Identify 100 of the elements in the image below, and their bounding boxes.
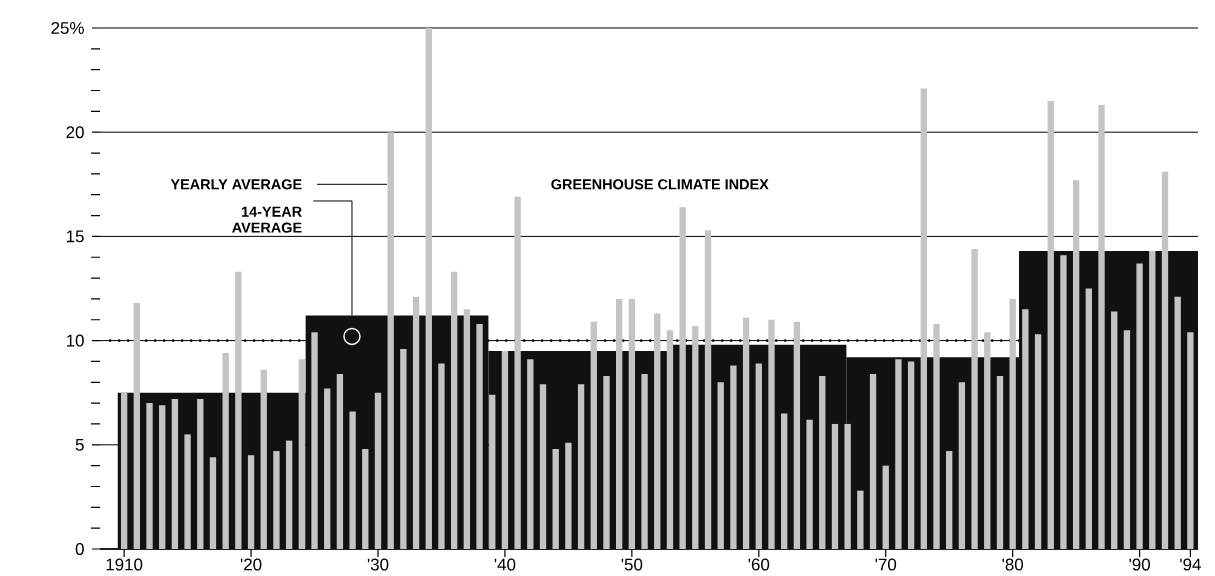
bar xyxy=(1187,332,1194,549)
bar xyxy=(844,423,851,549)
x-tick-label: '30 xyxy=(367,558,389,571)
bar xyxy=(209,457,217,549)
bar xyxy=(984,332,991,549)
y-tick-label: 20 xyxy=(66,126,84,139)
bar xyxy=(666,330,674,549)
bar xyxy=(1085,288,1092,549)
bar xyxy=(539,384,547,549)
bar xyxy=(692,326,699,549)
bar xyxy=(146,403,153,549)
bar xyxy=(412,296,420,549)
x-tick-label: '70 xyxy=(875,558,897,571)
bar xyxy=(425,27,432,549)
bar xyxy=(704,230,712,549)
bar xyxy=(819,376,826,549)
bar xyxy=(1136,263,1143,549)
bar xyxy=(501,351,509,549)
bar xyxy=(527,359,534,549)
bar xyxy=(197,398,204,549)
bar xyxy=(730,365,737,549)
bar xyxy=(1047,100,1054,549)
bar xyxy=(971,248,978,549)
bar xyxy=(679,207,686,549)
bar xyxy=(603,376,610,549)
bar xyxy=(285,440,293,549)
bar xyxy=(349,411,356,549)
bar xyxy=(781,413,788,549)
bar xyxy=(260,369,267,549)
bar xyxy=(1174,296,1181,549)
x-tick-label: 1910 xyxy=(106,558,143,571)
bar xyxy=(1072,180,1080,549)
bar xyxy=(590,321,597,549)
bar xyxy=(895,359,902,549)
bar xyxy=(857,490,864,549)
bar xyxy=(273,451,280,549)
bar xyxy=(933,323,940,549)
bar xyxy=(958,382,966,549)
x-tick-label: '50 xyxy=(621,558,643,571)
bar xyxy=(742,317,750,549)
bar xyxy=(311,332,318,549)
bar xyxy=(907,361,915,549)
bar xyxy=(1009,298,1016,549)
bar xyxy=(171,398,179,549)
bar xyxy=(476,323,483,549)
bar xyxy=(514,196,521,549)
bar xyxy=(133,303,140,549)
bar xyxy=(641,373,648,549)
text: 14-YEAR AVERAGE xyxy=(232,206,302,233)
bar xyxy=(336,373,344,549)
bar xyxy=(869,373,877,549)
bar xyxy=(362,448,369,549)
bar xyxy=(996,376,1004,549)
bar xyxy=(654,313,661,549)
bar xyxy=(1022,309,1029,549)
y-tick-label: 5 xyxy=(75,438,84,451)
x-tick-label: '60 xyxy=(748,558,770,571)
bar xyxy=(882,465,889,549)
bar xyxy=(120,392,128,549)
bar xyxy=(920,88,927,549)
bar xyxy=(755,363,762,549)
bar xyxy=(159,405,166,549)
bar xyxy=(222,353,229,549)
x-tick-label: '80 xyxy=(1002,558,1024,571)
bar xyxy=(387,132,394,549)
bar xyxy=(946,451,953,549)
y-tick-label: 15 xyxy=(66,230,84,243)
bar xyxy=(806,419,813,549)
bar xyxy=(577,384,585,549)
bar xyxy=(450,271,458,549)
bar xyxy=(489,394,496,549)
text: YEARLY AVERAGE xyxy=(170,179,302,190)
bar xyxy=(438,363,445,549)
bar xyxy=(1060,255,1067,549)
bar xyxy=(463,309,471,549)
text: GREENHOUSE CLIMATE INDEX xyxy=(551,179,769,190)
y-tick-label: 10 xyxy=(66,334,84,347)
bar xyxy=(1034,334,1042,549)
bar xyxy=(831,423,839,549)
y-tick-label: 25% xyxy=(51,22,84,34)
bar xyxy=(628,298,636,549)
bar xyxy=(298,359,305,549)
bar xyxy=(184,434,191,549)
bar xyxy=(768,319,775,549)
bar xyxy=(616,298,623,549)
bar xyxy=(565,442,572,549)
bar xyxy=(1149,250,1156,549)
bar xyxy=(1161,171,1169,549)
bar xyxy=(1111,311,1118,549)
bar xyxy=(717,382,724,549)
bar xyxy=(374,392,382,549)
x-tick-label: '94 xyxy=(1180,558,1201,571)
bar xyxy=(324,388,331,549)
bar xyxy=(552,448,559,549)
bar xyxy=(1098,105,1105,549)
bar xyxy=(793,321,801,549)
x-tick-label: '90 xyxy=(1129,558,1150,571)
bar xyxy=(1123,330,1131,549)
bar xyxy=(400,348,407,549)
x-tick-label: '40 xyxy=(494,558,516,571)
